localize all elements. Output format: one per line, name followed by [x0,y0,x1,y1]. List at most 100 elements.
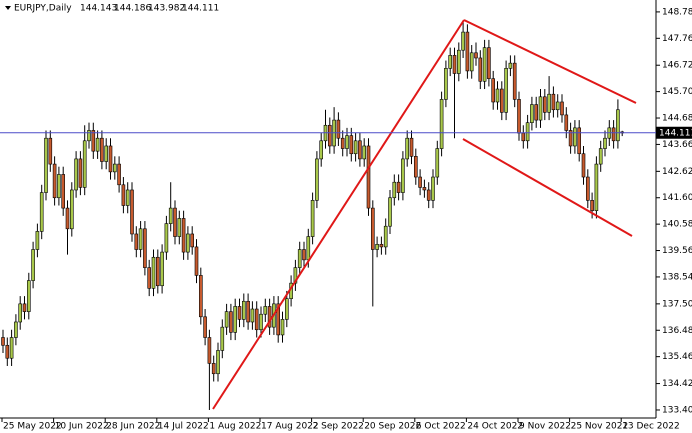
y-tick-label: 143.660 [662,140,692,150]
candle-body [1,337,5,346]
candle-body [95,137,100,152]
candle-body [478,57,483,82]
candle-body [444,68,448,100]
candle-body [104,145,108,162]
y-tick-label: 145.700 [662,87,692,97]
candle-body [461,31,465,51]
candle-body [78,158,83,188]
candle-body [448,55,453,69]
candle-body [22,303,27,312]
x-tick-label: 20 Sep 2022 [364,422,421,432]
candle-body [327,124,332,147]
menu-icon [5,6,11,10]
trend-line [463,19,637,104]
candle-body [590,200,594,211]
candle-body [336,119,341,139]
y-tick-label: 137.500 [662,299,692,309]
candle-body [521,132,526,142]
candle-body [284,298,289,320]
x-tick-label: 1 Aug 2022 [209,422,261,432]
candle-body [405,137,410,160]
candle-body [143,228,147,268]
candle-body [52,163,57,199]
candle-body [362,145,367,160]
candle-body [203,316,207,338]
trend-line [212,19,465,410]
candle-body [267,306,272,328]
candle-body [487,47,491,79]
candle-body [207,337,212,364]
candle-body [254,308,259,331]
candle-body [113,163,117,173]
y-tick-label: 136.480 [662,326,692,336]
candle-body [418,176,422,188]
candle-body [35,231,40,250]
x-tick-label: 17 Aug 2022 [261,422,319,432]
candle-body [345,135,349,149]
x-tick-label: 24 Oct 2022 [467,422,523,432]
candle-body [147,267,151,289]
candle-body [26,280,31,312]
candle-body [594,163,599,211]
candle-body [568,130,573,147]
candle-body [31,249,35,281]
y-tick-label: 141.600 [662,193,692,203]
candle-body [517,99,521,134]
candle-body [160,251,164,287]
candle-body [542,96,547,113]
candle-body [315,158,319,201]
candle-body [547,93,551,113]
candle-body [82,140,87,188]
candle-body [276,303,281,336]
candle-body [370,207,375,250]
candle-body [465,31,470,72]
candle-body [9,337,14,359]
candle-body [499,88,504,113]
candle-body [121,184,126,206]
candle-body [177,218,182,237]
candle-body [168,207,173,224]
x-tick-label: 13 Dec 2022 [622,422,680,432]
candle-body [108,145,113,173]
candle-body [439,99,444,149]
candle-body [585,176,590,201]
x-tick-label: 14 Jul 2022 [158,422,209,432]
candle-body [242,300,246,320]
candle-body [164,223,169,253]
candle-body [199,275,203,318]
candle-body [426,189,431,201]
candle-body [224,311,229,328]
candle-body [220,326,225,351]
candle-body [70,189,74,230]
x-tick-label: 9 Nov 2022 [519,422,571,432]
candle-body [138,228,143,250]
candle-body [512,62,517,100]
candle-body [525,122,530,142]
candle-body [74,158,78,191]
candle-body [504,68,508,113]
candle-body [573,127,577,147]
candle-body [555,101,560,111]
candle-body [181,218,186,253]
candle-body [491,78,496,103]
candle-body [263,306,268,315]
y-tick-label: 135.460 [662,352,692,362]
candle-body [194,246,199,276]
y-tick-label: 148.780 [662,7,692,17]
candle-body [44,137,48,193]
header-high: 144.186 [114,4,151,14]
candle-body [530,104,534,123]
candle-body [57,174,61,199]
candle-body [87,130,91,142]
candle-body [211,363,216,375]
candle-body [598,148,603,165]
candle-body [422,187,427,191]
candle-body [216,350,220,375]
candle-body [319,140,324,160]
candle-body [310,200,315,237]
candle-body [186,233,190,253]
y-tick-label: 134.420 [662,379,692,389]
